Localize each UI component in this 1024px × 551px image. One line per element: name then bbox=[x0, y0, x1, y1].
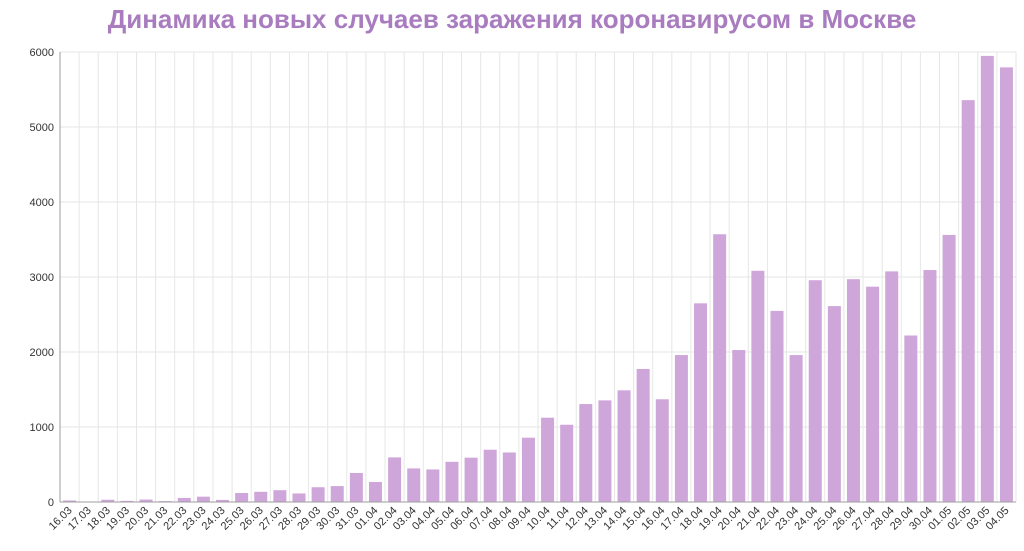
bar bbox=[904, 335, 918, 502]
y-tick-label: 3000 bbox=[30, 272, 54, 284]
bar bbox=[694, 303, 708, 502]
bar bbox=[885, 271, 899, 502]
bar bbox=[980, 55, 994, 503]
grid-lines bbox=[59, 51, 1017, 503]
bar bbox=[598, 400, 612, 502]
bar bbox=[216, 499, 230, 502]
bar bbox=[999, 67, 1013, 502]
y-tick-label: 5000 bbox=[30, 122, 54, 134]
bar bbox=[655, 399, 669, 502]
bar bbox=[521, 437, 535, 502]
bar bbox=[713, 234, 727, 502]
bar bbox=[273, 490, 287, 502]
bar bbox=[426, 469, 440, 502]
bar bbox=[751, 270, 765, 502]
bar bbox=[330, 486, 344, 502]
bar bbox=[846, 279, 860, 502]
bar bbox=[961, 100, 975, 503]
bar bbox=[292, 493, 306, 502]
y-tick-label: 0 bbox=[48, 497, 54, 509]
bar bbox=[311, 487, 325, 502]
bar bbox=[196, 496, 210, 502]
bar bbox=[388, 457, 402, 502]
bar bbox=[349, 472, 363, 502]
bar bbox=[579, 404, 593, 502]
y-tick-label: 2000 bbox=[30, 347, 54, 359]
bar bbox=[464, 457, 478, 502]
chart-title: Динамика новых случаев заражения коронав… bbox=[107, 4, 917, 34]
bar bbox=[139, 499, 153, 502]
bar bbox=[63, 500, 77, 502]
bar bbox=[120, 500, 134, 502]
bar bbox=[732, 350, 746, 502]
bar bbox=[866, 286, 880, 502]
bar bbox=[789, 355, 803, 502]
bar bbox=[541, 417, 555, 502]
bar bbox=[502, 452, 516, 502]
axes bbox=[59, 52, 1016, 503]
bar bbox=[254, 491, 268, 502]
bar bbox=[235, 493, 249, 502]
bar bbox=[942, 234, 956, 503]
bar bbox=[445, 461, 459, 502]
bar bbox=[674, 355, 688, 502]
bar bbox=[617, 390, 631, 502]
bars bbox=[63, 55, 1013, 503]
bar bbox=[560, 424, 574, 502]
bar bbox=[407, 468, 421, 502]
bar bbox=[101, 499, 115, 502]
bar bbox=[808, 280, 822, 502]
bar bbox=[923, 270, 937, 502]
bar bbox=[827, 306, 841, 502]
y-tick-label: 4000 bbox=[30, 197, 54, 209]
bar bbox=[368, 481, 382, 502]
bar bbox=[177, 497, 191, 502]
bar bbox=[770, 310, 784, 502]
tick-labels: 010002000300040005000600016.0317.0318.03… bbox=[30, 47, 1012, 533]
y-tick-label: 6000 bbox=[30, 47, 54, 59]
bar bbox=[636, 368, 650, 502]
bar bbox=[483, 449, 497, 502]
y-tick-label: 1000 bbox=[30, 422, 54, 434]
